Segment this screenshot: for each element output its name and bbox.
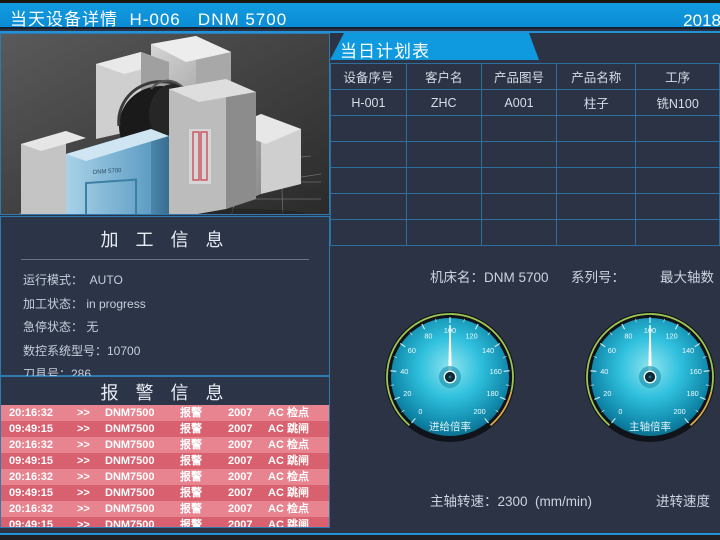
svg-text:120: 120 xyxy=(466,331,478,340)
svg-text:140: 140 xyxy=(482,346,494,355)
svg-text:80: 80 xyxy=(424,331,432,340)
svg-text:160: 160 xyxy=(490,367,502,376)
svg-text:60: 60 xyxy=(608,346,616,355)
svg-text:进给倍率: 进给倍率 xyxy=(429,420,471,433)
svg-text:0: 0 xyxy=(418,407,422,416)
svg-text:120: 120 xyxy=(666,331,678,340)
svg-text:60: 60 xyxy=(408,346,416,355)
svg-text:200: 200 xyxy=(673,407,685,416)
svg-text:20: 20 xyxy=(603,389,611,398)
svg-text:主轴倍率: 主轴倍率 xyxy=(629,420,671,433)
svg-text:160: 160 xyxy=(690,367,702,376)
svg-text:20: 20 xyxy=(403,389,411,398)
svg-text:180: 180 xyxy=(487,389,499,398)
svg-text:200: 200 xyxy=(473,407,485,416)
svg-text:180: 180 xyxy=(687,389,699,398)
svg-text:80: 80 xyxy=(624,331,632,340)
svg-text:40: 40 xyxy=(600,367,608,376)
svg-text:140: 140 xyxy=(682,346,694,355)
svg-text:40: 40 xyxy=(400,367,408,376)
svg-text:0: 0 xyxy=(618,407,622,416)
